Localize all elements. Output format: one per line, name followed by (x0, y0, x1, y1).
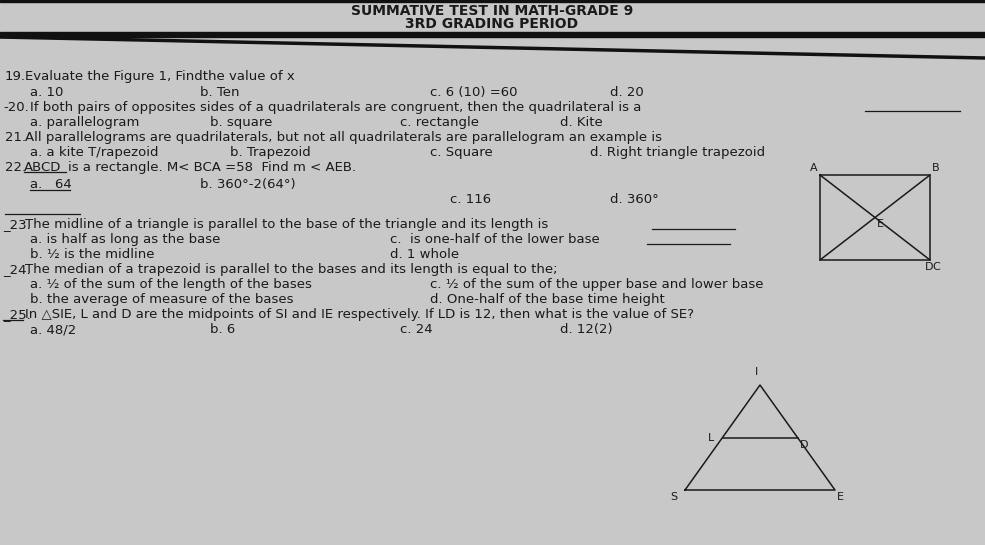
Text: c. rectangle: c. rectangle (400, 116, 479, 129)
Text: a. ½ of the sum of the length of the bases: a. ½ of the sum of the length of the bas… (30, 278, 312, 291)
Text: b. ½ is the midline: b. ½ is the midline (30, 248, 155, 261)
Text: c. ½ of the sum of the upper base and lower base: c. ½ of the sum of the upper base and lo… (430, 278, 763, 291)
Text: d. Right triangle trapezoid: d. Right triangle trapezoid (590, 146, 765, 159)
Text: b. the average of measure of the bases: b. the average of measure of the bases (30, 293, 294, 306)
Text: _23.: _23. (3, 218, 31, 231)
Text: D: D (800, 439, 808, 450)
Text: b. 6: b. 6 (210, 323, 235, 336)
Text: If both pairs of opposites sides of a quadrilaterals are congruent, then the qua: If both pairs of opposites sides of a qu… (30, 101, 641, 114)
Text: a. parallelogram: a. parallelogram (30, 116, 139, 129)
Text: D: D (925, 262, 934, 272)
Text: c. 6 (10) =60: c. 6 (10) =60 (430, 86, 517, 99)
Text: 21.: 21. (5, 131, 27, 144)
Text: E: E (877, 219, 884, 229)
Text: SUMMATIVE TEST IN MATH-GRADE 9: SUMMATIVE TEST IN MATH-GRADE 9 (351, 4, 633, 18)
Text: -20.: -20. (3, 101, 29, 114)
Text: b. 360°-2(64°): b. 360°-2(64°) (200, 178, 296, 191)
Text: d. 12(2): d. 12(2) (560, 323, 613, 336)
Text: All parallelograms are quadrilaterals, but not all quadrilaterals are parallelog: All parallelograms are quadrilaterals, b… (25, 131, 662, 144)
Text: I: I (755, 367, 758, 377)
Text: 22.: 22. (5, 161, 27, 174)
Text: d. 360°: d. 360° (610, 193, 659, 206)
Text: a. is half as long as the base: a. is half as long as the base (30, 233, 221, 246)
Text: _25.: _25. (3, 308, 31, 321)
Text: is a rectangle. M< BCA =58  Find m < AEB.: is a rectangle. M< BCA =58 Find m < AEB. (68, 161, 357, 174)
Text: a. 10: a. 10 (30, 86, 63, 99)
Text: ABCD: ABCD (24, 161, 61, 174)
Text: A: A (810, 163, 818, 173)
Text: b. Ten: b. Ten (200, 86, 239, 99)
Text: S: S (670, 492, 677, 502)
Text: c. Square: c. Square (430, 146, 492, 159)
Text: C: C (932, 262, 940, 272)
Text: d. 1 whole: d. 1 whole (390, 248, 459, 261)
Text: a. a kite T/rapezoid: a. a kite T/rapezoid (30, 146, 159, 159)
Text: c. 24: c. 24 (400, 323, 432, 336)
Text: B: B (932, 163, 940, 173)
Text: a.   64: a. 64 (30, 178, 72, 191)
Text: b. Trapezoid: b. Trapezoid (230, 146, 310, 159)
Text: c. 116: c. 116 (450, 193, 492, 206)
Text: _24.: _24. (3, 263, 31, 276)
Bar (0, 0, 985, 2)
Text: a. 48/2: a. 48/2 (30, 323, 76, 336)
Text: L: L (708, 433, 714, 443)
Text: In △SIE, L and D are the midpoints of SI and IE respectively. If LD is 12, then : In △SIE, L and D are the midpoints of SI… (25, 308, 694, 321)
Bar (0, 32, 985, 37)
Text: E: E (837, 492, 844, 502)
Text: Evaluate the Figure 1, Findthe value of x: Evaluate the Figure 1, Findthe value of … (25, 70, 295, 83)
Text: d. 20: d. 20 (610, 86, 644, 99)
Text: d. Kite: d. Kite (560, 116, 603, 129)
Text: b. square: b. square (210, 116, 273, 129)
Text: The median of a trapezoid is parallel to the bases and its length is equal to th: The median of a trapezoid is parallel to… (25, 263, 558, 276)
Text: 3RD GRADING PERIOD: 3RD GRADING PERIOD (406, 17, 578, 31)
Text: c.  is one-half of the lower base: c. is one-half of the lower base (390, 233, 600, 246)
Text: 19.: 19. (5, 70, 26, 83)
Text: d. One-half of the base time height: d. One-half of the base time height (430, 293, 665, 306)
Text: The midline of a triangle is parallel to the base of the triangle and its length: The midline of a triangle is parallel to… (25, 218, 549, 231)
